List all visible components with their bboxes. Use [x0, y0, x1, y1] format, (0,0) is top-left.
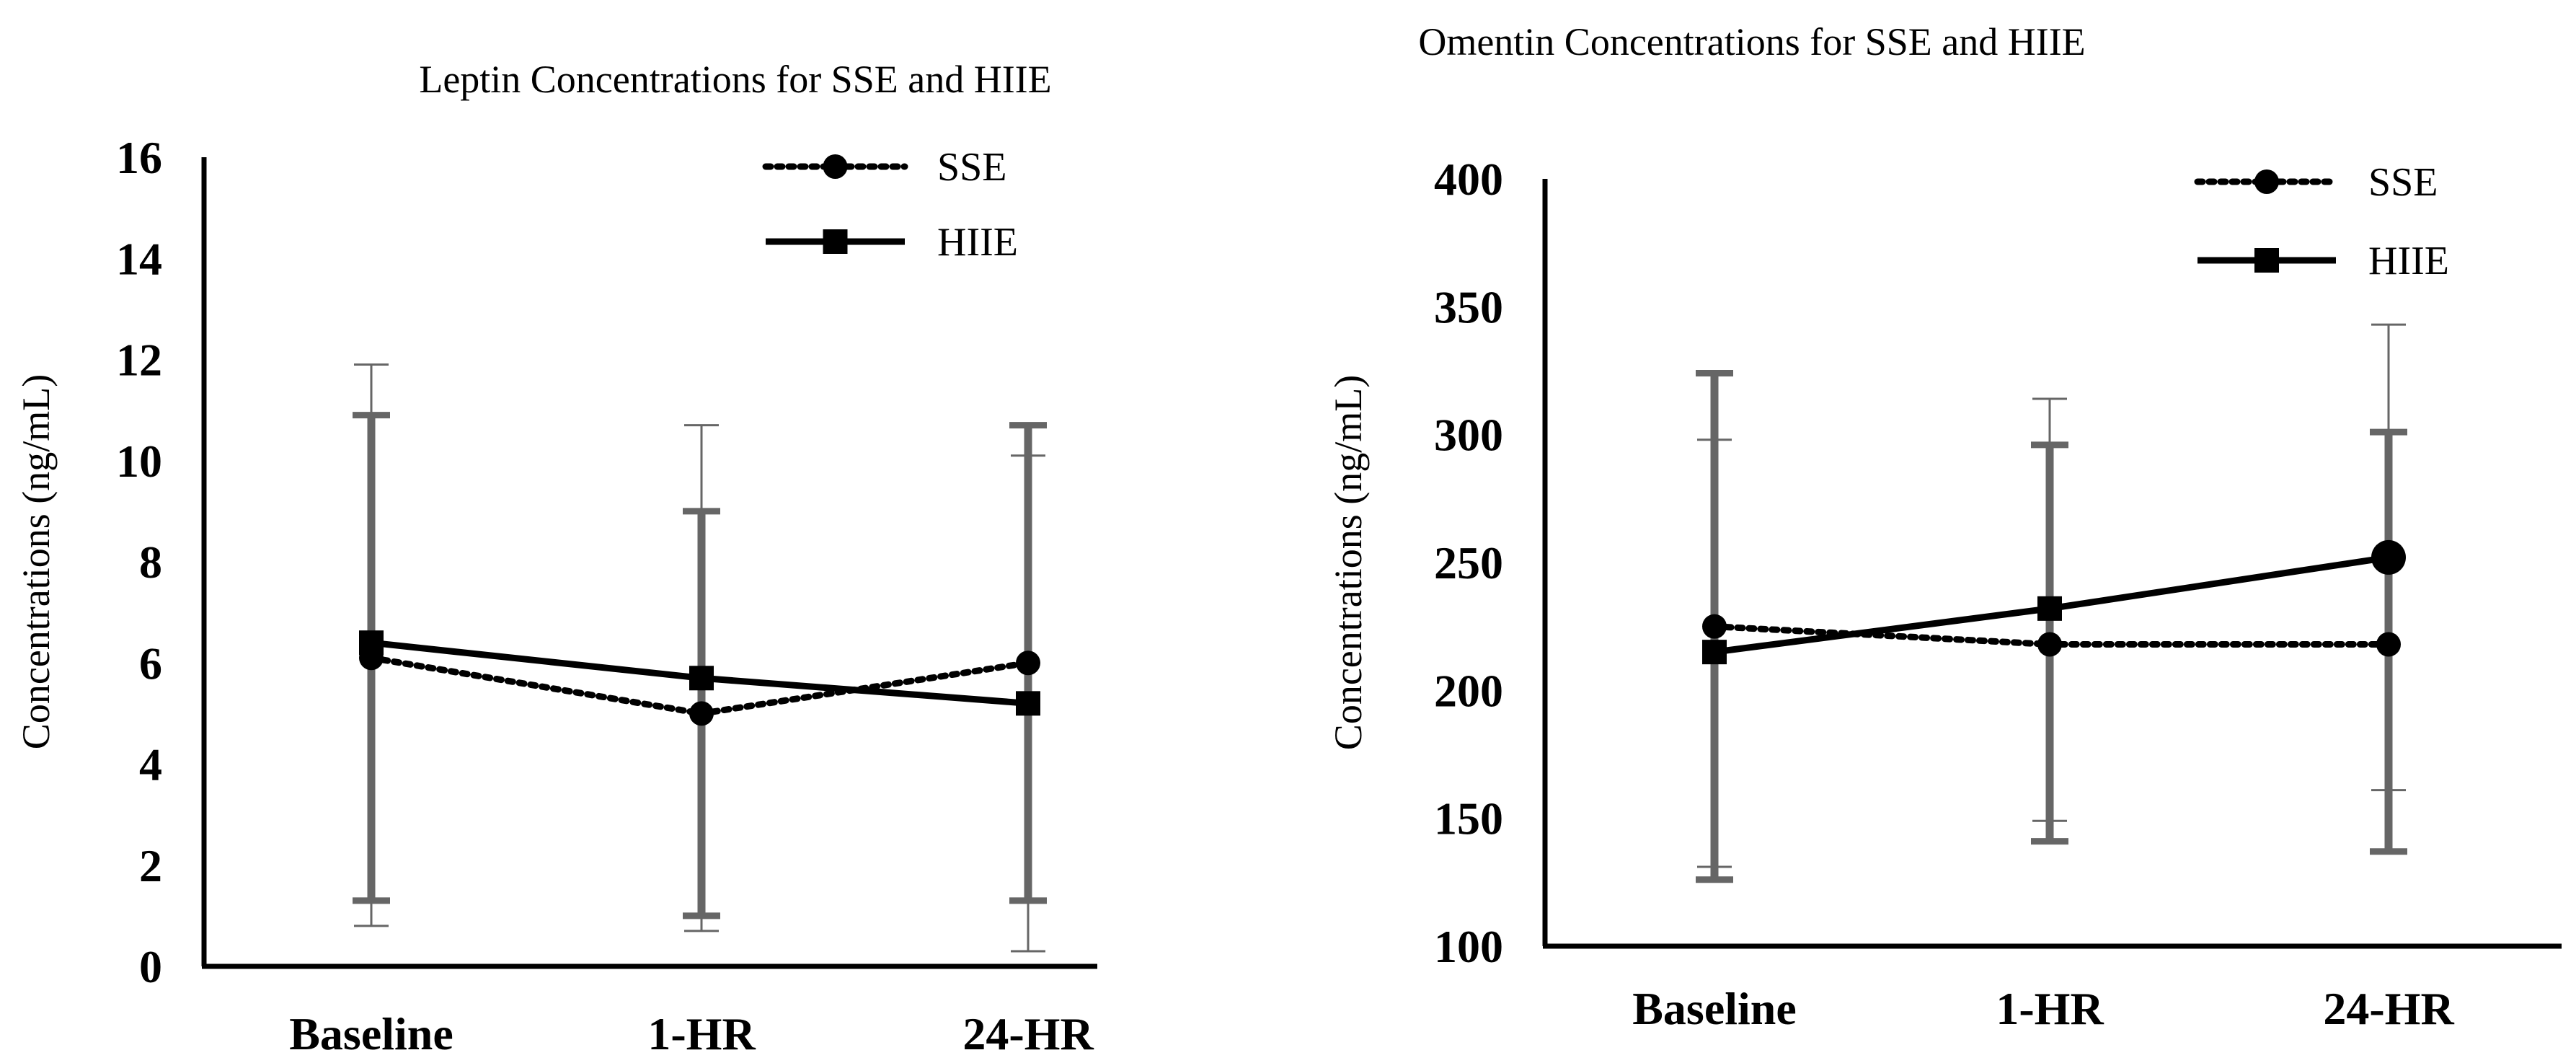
- y-tick-label: 150: [1434, 793, 1503, 844]
- y-tick-label: 8: [139, 537, 162, 588]
- legend-label-hiie: HIIE: [2368, 239, 2449, 283]
- x-tick-label: 1-HR: [647, 1008, 756, 1059]
- legend-label-sse: SSE: [937, 145, 1007, 190]
- chart-title: Omentin Concentrations for SSE and HIIE: [1418, 20, 2085, 63]
- x-tick-label: 24-HR: [2323, 983, 2454, 1034]
- data-point-hiie: [689, 666, 714, 691]
- y-tick-label: 100: [1434, 921, 1503, 972]
- legend-marker-sse: [823, 154, 848, 179]
- x-tick-label: 1-HR: [1996, 983, 2104, 1034]
- legend-marker-hiie: [823, 229, 848, 254]
- data-point-hiie: [1702, 640, 1727, 665]
- chart-panel-1: Omentin Concentrations for SSE and HIIE C…: [1327, 20, 2562, 1034]
- x-tick-label: Baseline: [289, 1008, 453, 1059]
- data-point-sse: [1016, 650, 1040, 676]
- data-point-hiie: [1016, 691, 1040, 716]
- y-tick-label: 16: [116, 132, 162, 183]
- y-tick-label: 2: [139, 840, 162, 891]
- y-tick-label: 250: [1434, 537, 1503, 588]
- legend-label-hiie: HIIE: [937, 220, 1018, 265]
- y-axis-label: Concentrations (ng/mL): [1327, 375, 1370, 750]
- legend-label-sse: SSE: [2368, 160, 2438, 205]
- data-point-sse: [689, 701, 714, 726]
- data-point-hiie: [2371, 539, 2406, 575]
- x-tick-label: 24-HR: [962, 1008, 1094, 1059]
- y-tick-label: 6: [139, 638, 162, 689]
- y-tick-label: 12: [116, 335, 162, 386]
- y-tick-label: 400: [1434, 154, 1503, 205]
- legend-marker-sse: [2254, 169, 2279, 194]
- data-point-sse: [1702, 614, 1727, 639]
- data-point-sse: [2037, 632, 2062, 657]
- y-tick-label: 0: [139, 941, 162, 992]
- y-axis-label: Concentrations (ng/mL): [14, 374, 58, 749]
- y-tick-label: 14: [116, 233, 162, 284]
- chart-title: Leptin Concentrations for SSE and HIIE: [419, 58, 1051, 101]
- y-tick-label: 10: [116, 436, 162, 487]
- data-point-sse: [2376, 632, 2401, 657]
- data-point-hiie: [359, 630, 384, 656]
- y-tick-label: 4: [139, 739, 162, 790]
- legend-marker-hiie: [2254, 248, 2279, 273]
- y-tick-label: 200: [1434, 665, 1503, 716]
- y-tick-label: 300: [1434, 410, 1503, 461]
- y-tick-label: 350: [1434, 281, 1503, 332]
- data-point-hiie: [2037, 596, 2062, 621]
- x-tick-label: Baseline: [1632, 983, 1797, 1034]
- chart-panel-0: Leptin Concentrations for SSE and HIIE Co…: [14, 58, 1097, 1059]
